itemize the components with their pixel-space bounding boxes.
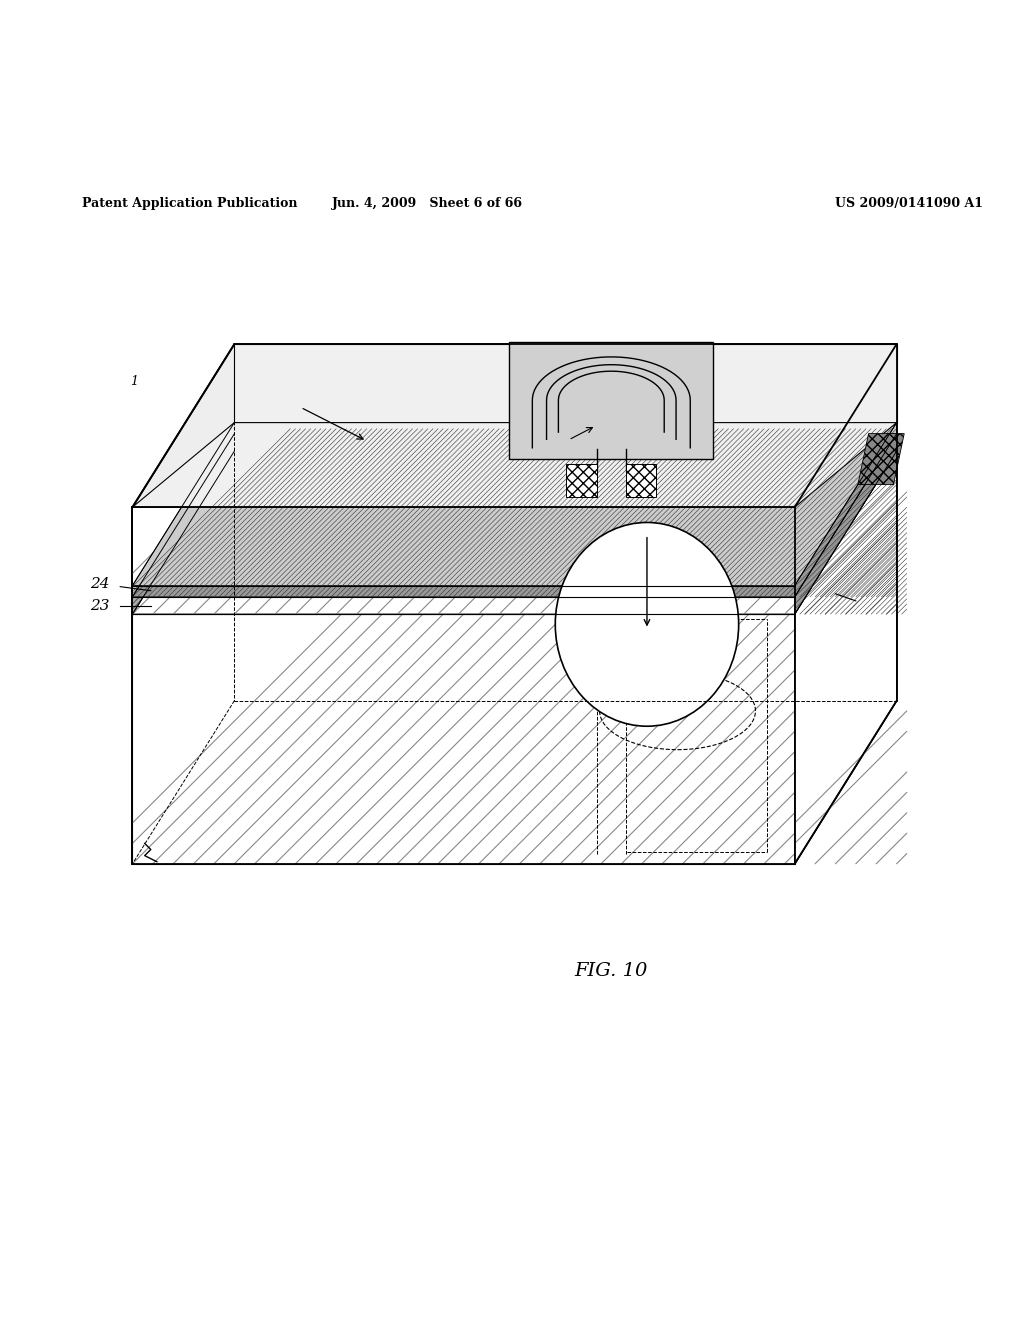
Polygon shape	[626, 465, 656, 498]
Polygon shape	[132, 451, 897, 614]
Text: US 2009/0141090 A1: US 2009/0141090 A1	[836, 197, 983, 210]
Polygon shape	[132, 597, 795, 614]
Polygon shape	[795, 345, 897, 586]
Polygon shape	[795, 451, 897, 863]
Text: 21: 21	[275, 393, 295, 407]
Polygon shape	[132, 586, 795, 597]
Polygon shape	[132, 507, 795, 586]
Polygon shape	[132, 434, 897, 597]
Ellipse shape	[555, 523, 738, 726]
Text: Patent Application Publication: Patent Application Publication	[82, 197, 297, 210]
Text: 1: 1	[130, 375, 138, 388]
Text: 24: 24	[90, 577, 110, 590]
Polygon shape	[566, 465, 597, 498]
Polygon shape	[795, 422, 897, 597]
Polygon shape	[132, 422, 897, 586]
Polygon shape	[858, 433, 904, 484]
Polygon shape	[795, 345, 897, 863]
Text: 22: 22	[159, 730, 178, 743]
Polygon shape	[795, 434, 897, 614]
Polygon shape	[132, 345, 897, 507]
Text: 31: 31	[549, 444, 568, 458]
Polygon shape	[132, 422, 897, 507]
Text: 32: 32	[871, 594, 891, 609]
Polygon shape	[234, 345, 897, 422]
Polygon shape	[132, 507, 795, 863]
Polygon shape	[132, 614, 795, 863]
Text: Jun. 4, 2009   Sheet 6 of 66: Jun. 4, 2009 Sheet 6 of 66	[333, 197, 523, 210]
Text: FIG. 10: FIG. 10	[574, 962, 648, 979]
Text: 34: 34	[620, 610, 639, 623]
Text: 23: 23	[90, 599, 110, 612]
Polygon shape	[509, 342, 713, 459]
